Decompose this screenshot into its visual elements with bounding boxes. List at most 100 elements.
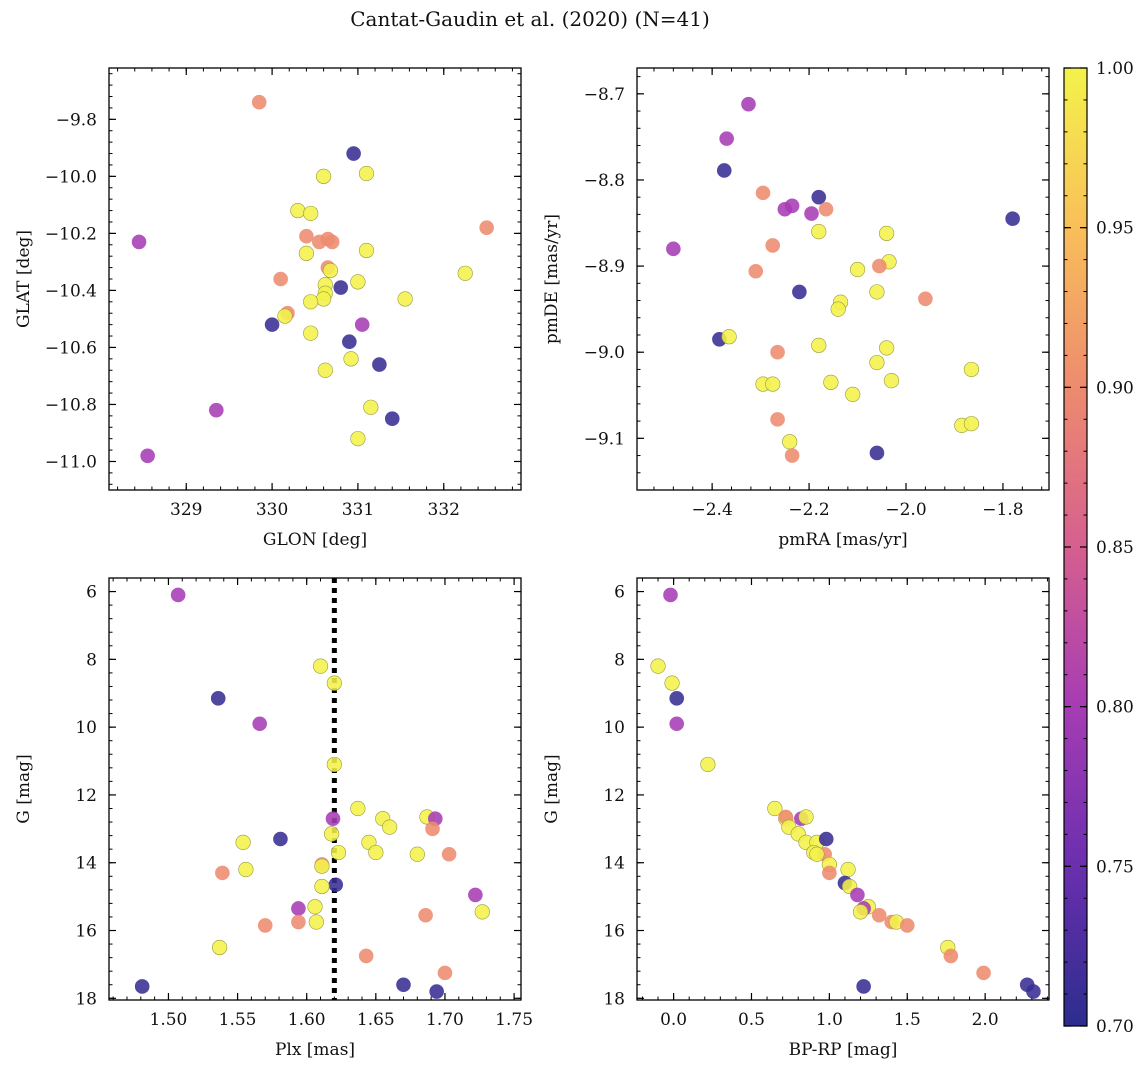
- scatter-point: [298, 245, 315, 261]
- scatter-point: [324, 234, 340, 250]
- x-tick-label: 0.5: [738, 1010, 765, 1030]
- y-tick-label: −10.6: [45, 338, 97, 358]
- scatter-point: [755, 185, 771, 201]
- y-tick-label: −8.8: [584, 171, 625, 191]
- scatter-point: [418, 907, 433, 923]
- scatter-points: [134, 587, 490, 999]
- colorbar-tick-label: 0.85: [1096, 538, 1134, 558]
- y-tick-label: 14: [603, 854, 625, 874]
- scatter-point: [350, 431, 366, 447]
- x-tick-label: −2.4: [691, 500, 732, 520]
- scatter-point: [669, 716, 685, 732]
- panel-bprp-g: 0.0 0.5 1.0 1.5 2.0 6 8 10 12 14 16 18 BP-RP [mag] G …: [542, 577, 1050, 1060]
- scatter-point: [741, 96, 756, 112]
- scatter-point: [346, 146, 361, 161]
- x-axis-label: pmRA [mas/yr]: [778, 530, 907, 550]
- scatter-point: [765, 238, 781, 253]
- scatter-point: [811, 337, 827, 353]
- scatter-point: [238, 861, 254, 878]
- x-tick-label: −2.0: [885, 500, 926, 520]
- x-axis-label: BP-RP [mag]: [789, 1040, 898, 1060]
- scatter-point: [852, 904, 869, 920]
- scatter-point: [830, 301, 846, 317]
- scatter-point: [457, 265, 473, 281]
- scatter-point: [397, 291, 413, 307]
- panel-glon-glat: 329 330 331 332 −9.8 −10.0 −10.2 −10.4 −10.6 −10.…: [14, 67, 522, 550]
- x-tick-label: 0.0: [660, 1010, 687, 1030]
- y-tick-label: −10.0: [45, 167, 97, 187]
- x-axis-label: Plx [mas]: [275, 1040, 355, 1060]
- y-tick-label: −10.8: [45, 395, 97, 415]
- scatter-point: [782, 434, 798, 450]
- scatter-points: [650, 587, 1041, 999]
- scatter-point: [666, 241, 681, 257]
- x-tick-label: 1.60: [288, 1010, 326, 1030]
- scatter-point: [869, 284, 885, 300]
- scatter-point: [315, 168, 332, 184]
- scatter-point: [235, 834, 251, 850]
- scatter-point: [899, 918, 915, 933]
- scatter-point: [303, 325, 319, 341]
- scatter-point: [748, 263, 764, 279]
- scatter-point: [840, 861, 856, 878]
- scatter-point: [273, 831, 288, 847]
- scatter-point: [170, 587, 186, 603]
- scatter-point: [212, 939, 228, 956]
- scatter-point: [354, 317, 370, 332]
- scatter-point: [396, 977, 411, 993]
- colorbar: 0.70 0.75 0.80 0.85 0.90 0.95 1.00: [1063, 59, 1134, 1037]
- scatter-point: [784, 198, 800, 214]
- scatter-point: [358, 165, 375, 182]
- figure-title: Cantat-Gaudin et al. (2020) (N=41): [350, 7, 710, 31]
- scatter-point: [350, 274, 366, 290]
- x-tick-label: −1.8: [982, 500, 1023, 520]
- scatter-point: [215, 865, 230, 881]
- scatter-point: [358, 948, 374, 964]
- x-tick-label: 1.55: [219, 1010, 257, 1030]
- scatter-point: [264, 317, 280, 332]
- scatter-point: [307, 899, 323, 915]
- panel-plx-g: 1.50 1.55 1.60 1.65 1.70 1.75 6 8 10 12 14 16 18 Plx …: [14, 577, 533, 1060]
- scatter-point: [317, 362, 333, 378]
- y-tick-label: −8.9: [584, 257, 625, 277]
- y-tick-label: −11.0: [45, 452, 97, 472]
- scatter-point: [823, 374, 839, 390]
- y-axis-label: G [mag]: [14, 754, 34, 823]
- scatter-point: [879, 340, 895, 356]
- scatter-point: [792, 284, 807, 300]
- scatter-point: [322, 262, 339, 279]
- x-tick-label: 329: [170, 500, 202, 520]
- scatter-point: [303, 205, 319, 222]
- scatter-point: [368, 844, 384, 861]
- y-axis-label: GLAT [deg]: [14, 230, 34, 328]
- minor-ticks: [637, 577, 1049, 1000]
- scatter-point: [326, 675, 342, 691]
- axes-frame: [108, 577, 522, 1001]
- y-tick-label: 18: [75, 989, 97, 1009]
- scatter-point: [251, 94, 267, 110]
- x-tick-label: 1.70: [426, 1010, 464, 1030]
- scatter-point: [943, 948, 959, 964]
- x-tick-label: 1.65: [357, 1010, 395, 1030]
- scatter-point: [409, 846, 425, 862]
- scatter-point: [277, 308, 293, 324]
- x-tick-label: −2.2: [788, 500, 829, 520]
- scatter-point: [384, 411, 400, 427]
- x-axis-label: GLON [deg]: [263, 530, 367, 550]
- scatter-point: [290, 202, 306, 219]
- scatter-point: [767, 800, 783, 817]
- scatter-point: [314, 858, 330, 874]
- scatter-point: [308, 914, 324, 930]
- scatter-point: [883, 373, 900, 389]
- y-tick-label: 6: [614, 583, 625, 603]
- y-tick-label: 6: [86, 583, 97, 603]
- scatter-point: [303, 294, 319, 310]
- scatter-point: [372, 357, 387, 372]
- scatter-point: [716, 163, 732, 178]
- scatter-point: [784, 448, 800, 463]
- axes-frame: [636, 577, 1050, 1001]
- scatter-point: [918, 291, 933, 307]
- y-tick-label: −10.2: [45, 224, 97, 244]
- x-tick-label: 1.5: [894, 1010, 921, 1030]
- y-tick-label: 8: [614, 650, 625, 670]
